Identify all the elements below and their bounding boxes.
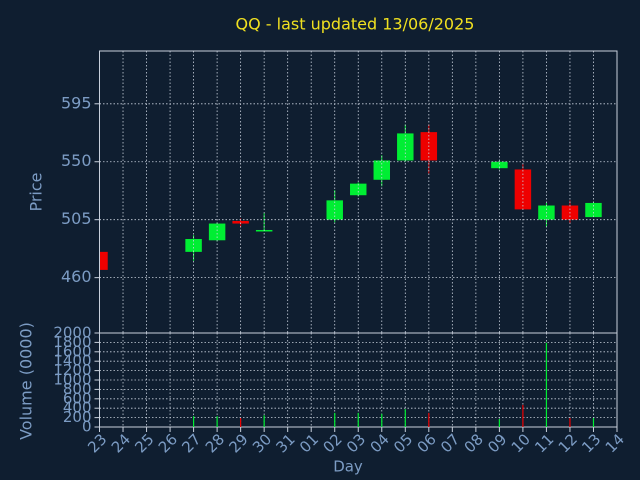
x-tick-label: 07 <box>437 430 463 456</box>
volume-tick-label: 800 <box>63 380 92 398</box>
candle-body <box>185 239 202 252</box>
x-tick-label: 08 <box>461 430 487 456</box>
volume-bar <box>592 418 595 427</box>
volume-tick-label: 1600 <box>53 342 91 360</box>
x-tick-label: 14 <box>602 430 628 456</box>
x-tick-label: 31 <box>272 430 298 456</box>
candle-body <box>326 200 343 220</box>
volume-bar <box>569 418 571 427</box>
y-tick-label: 550 <box>61 151 92 170</box>
volume-tick-label: 1400 <box>53 352 91 370</box>
candle-body <box>514 169 532 210</box>
candle-body <box>350 183 367 196</box>
x-tick-label: 30 <box>249 430 275 456</box>
x-axis-label: Day <box>333 458 363 476</box>
candle-body <box>208 223 226 241</box>
x-tick-label: 10 <box>508 430 534 456</box>
volume-bar <box>334 412 336 427</box>
x-tick-label: 12 <box>555 430 581 456</box>
candle-body <box>585 202 602 218</box>
x-tick-label: 24 <box>108 430 134 456</box>
volume-tick-label: 0 <box>82 418 92 436</box>
x-tick-label: 28 <box>202 430 228 456</box>
volume-axis-label: Volume (0000) <box>17 322 36 440</box>
volume-tick-label: 200 <box>63 408 92 426</box>
x-tick-label: 25 <box>131 430 157 456</box>
x-tick-label: 29 <box>225 430 251 456</box>
candle-body <box>232 220 249 224</box>
volume-tick-label: 400 <box>63 399 92 417</box>
y-tick-label: 505 <box>61 209 92 228</box>
volume-tick-label: 1200 <box>53 361 91 379</box>
candle-body <box>491 161 508 169</box>
x-tick-label: 05 <box>390 430 416 456</box>
volume-tick-label: 2000 <box>53 324 91 342</box>
volume-tick-label: 600 <box>63 389 92 407</box>
volume-bar <box>404 409 406 427</box>
x-tick-label: 13 <box>578 430 604 456</box>
x-tick-label: 26 <box>155 430 181 456</box>
volume-bar <box>192 416 195 427</box>
volume-bar <box>240 418 242 427</box>
candle-body <box>99 251 108 270</box>
y-tick-label: 595 <box>61 93 92 112</box>
volume-bar <box>522 404 524 427</box>
volume-bar <box>381 413 383 427</box>
volume-bar <box>428 412 430 427</box>
y-axis-label: Price <box>27 172 46 211</box>
x-tick-label: 06 <box>414 430 440 456</box>
volume-bar <box>545 342 548 427</box>
x-tick-label: 11 <box>531 430 557 456</box>
price-panel <box>99 124 602 270</box>
x-tick-label: 27 <box>178 430 204 456</box>
x-tick-label: 01 <box>296 430 322 456</box>
x-tick-label: 04 <box>367 430 393 456</box>
volume-tick-label: 1800 <box>53 333 91 351</box>
x-tick-label: 03 <box>343 430 369 456</box>
volume-bar <box>498 419 500 427</box>
volume-bar <box>216 416 218 427</box>
volume-tick-label: 1000 <box>53 371 91 389</box>
volume-bar <box>357 412 359 427</box>
chart-title: QQ - last updated 13/06/2025 <box>236 15 475 34</box>
x-tick-label: 02 <box>320 430 346 456</box>
y-tick-label: 460 <box>61 267 92 286</box>
x-tick-label: 09 <box>484 430 510 456</box>
volume-bar <box>263 415 265 427</box>
